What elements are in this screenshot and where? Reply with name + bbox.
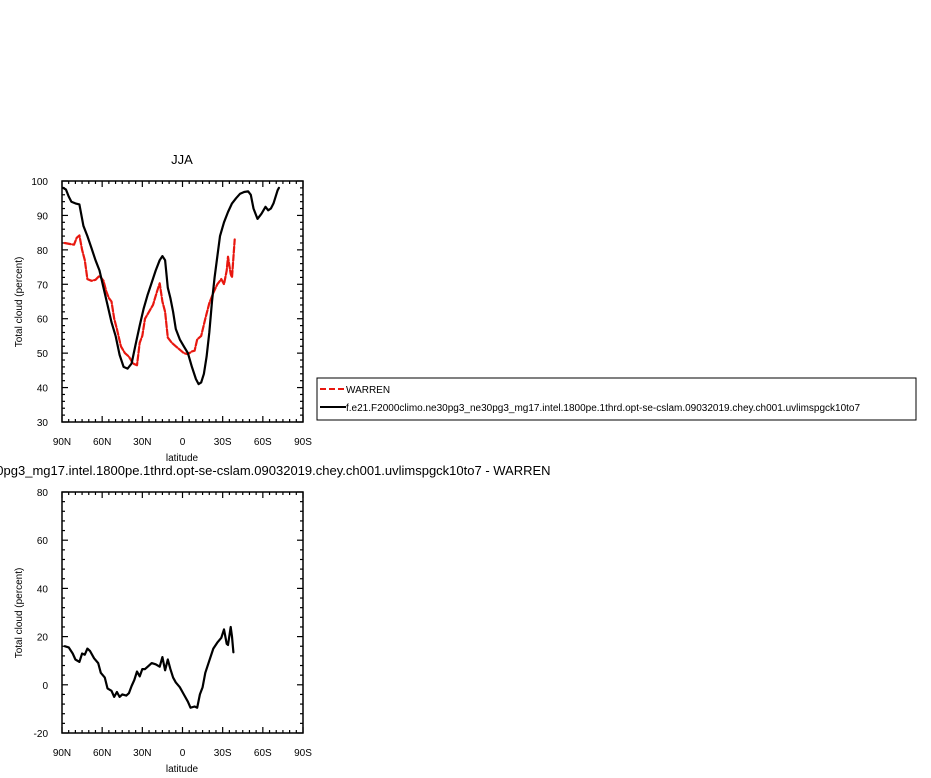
y-tick-label: 60	[37, 536, 49, 547]
panel-difference: f.e21.F2000climo.ne30pg3_ne30pg3_mg17.in…	[0, 463, 551, 775]
series-line-model	[63, 625, 235, 709]
legend: WARREN f.e21.F2000climo.ne30pg3_ne30pg3_…	[316, 377, 917, 421]
x-tick-label: 30N	[133, 748, 151, 759]
x-tick-label: 0	[180, 748, 186, 759]
x-tick-label: 90S	[294, 748, 312, 759]
panel2-xlabel: latitude	[166, 764, 199, 775]
x-tick-label: 0	[180, 437, 186, 448]
x-tick-label: 90N	[53, 748, 71, 759]
panel2-plot-frame	[61, 491, 304, 734]
x-tick-label: 90N	[53, 437, 71, 448]
panel1-ylabel: Total cloud (percent)	[14, 257, 25, 348]
x-tick-label: 90S	[294, 437, 312, 448]
y-tick-label: 30	[37, 418, 49, 429]
y-tick-label: -20	[34, 729, 49, 740]
x-tick-label: 30N	[133, 437, 151, 448]
panel1-title: JJA	[171, 152, 193, 167]
legend-label-warren: WARREN	[346, 385, 390, 396]
y-tick-label: 60	[37, 315, 49, 326]
series-line-model	[62, 186, 280, 386]
legend-label-model: f.e21.F2000climo.ne30pg3_ne30pg3_mg17.in…	[346, 403, 860, 414]
y-tick-label: 20	[37, 633, 49, 644]
y-tick-label: 90	[37, 211, 49, 222]
legend-box	[316, 377, 917, 421]
y-tick-label: 0	[42, 681, 48, 692]
y-tick-label: 100	[31, 177, 48, 188]
panel2-title: f.e21.F2000climo.ne30pg3_ne30pg3_mg17.in…	[0, 463, 551, 478]
y-tick-label: 80	[37, 488, 49, 499]
x-tick-label: 60S	[254, 437, 272, 448]
x-tick-label: 60N	[93, 437, 111, 448]
panel1-xlabel: latitude	[166, 453, 199, 464]
panel2-ylabel: Total cloud (percent)	[14, 568, 25, 659]
y-tick-label: 70	[37, 280, 49, 291]
x-tick-label: 30S	[214, 437, 232, 448]
panel1-plot-frame	[61, 180, 304, 423]
x-tick-label: 60N	[93, 748, 111, 759]
x-tick-label: 60S	[254, 748, 272, 759]
series-line-warren	[63, 234, 236, 367]
y-tick-label: 80	[37, 246, 49, 257]
y-tick-label: 40	[37, 584, 49, 595]
x-tick-label: 30S	[214, 748, 232, 759]
y-tick-label: 50	[37, 349, 49, 360]
y-tick-label: 40	[37, 384, 49, 395]
panel-jja: JJA 30 40 50 60 70 80 90 100 90N 60N 30N 0 30S 60S 90…	[14, 152, 312, 464]
